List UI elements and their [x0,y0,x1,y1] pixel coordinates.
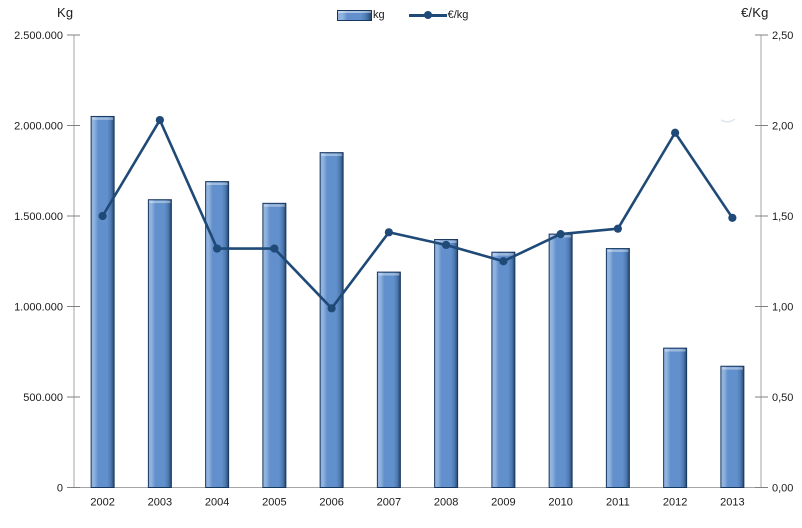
bar-top-bevel-2009 [492,253,514,256]
bar-2013 [720,365,745,489]
line-marker-2007 [384,228,393,237]
x-axis-label-2007: 2007 [377,497,401,509]
right-axis-tick-label: 2,50 [772,30,793,42]
bar-top-bevel-2012 [664,349,686,352]
line-marker-2006 [327,304,336,313]
bar-2003 [147,199,172,489]
bar-top-bevel-2003 [149,200,171,204]
legend-item-kg: kg [337,9,385,21]
x-axis-label-2002: 2002 [90,497,114,509]
bar-top-bevel-2006 [321,153,343,157]
x-axis-label-2009: 2009 [491,497,515,509]
faint-artifact-mark [720,118,736,123]
x-axis-label-2006: 2006 [319,497,343,509]
bar-2006 [319,152,344,488]
right-axis-tick-label: 2,00 [772,121,793,133]
bar-2009 [491,251,516,488]
left-axis-title: Kg [57,5,74,20]
bar-2004 [205,181,230,489]
bar-top-bevel-2013 [721,367,743,370]
legend-label-kg: kg [373,9,385,21]
left-axis-tick-label: 500.000 [23,392,63,404]
bar-2010 [548,233,573,488]
right-axis-tick-label: 0,00 [772,483,793,495]
line-marker-2011 [613,224,622,233]
legend-label-eur-per-kg: €/kg [447,9,469,21]
left-axis-tick-label: 1.500.000 [14,211,63,223]
price-line [101,118,734,310]
line-marker-2005 [270,244,279,253]
right-axis-title: €/Kg [741,5,769,20]
bar-top-bevel-2004 [206,182,228,186]
left-axis-tick-label: 1.000.000 [14,302,63,314]
line-marker-2010 [556,230,565,239]
line-marker-2008 [442,240,451,250]
right-axis-tick-label: 0,50 [772,392,793,404]
x-axis-label-2011: 2011 [606,497,630,509]
left-axis-tick-label: 2.500.000 [14,30,63,42]
line-marker-2004 [213,244,222,253]
x-axis-label-2008: 2008 [434,497,458,509]
bar-2002 [90,115,115,488]
chart-legend: kg €/kg [337,9,468,21]
legend-item-eur-per-kg: €/kg [408,9,469,21]
bar-top-bevel-2011 [607,249,629,252]
x-axis-label-2013: 2013 [720,497,744,509]
line-marker-icon [423,11,432,19]
bar-2005 [262,202,287,489]
left-axis-tick-label: 0 [57,483,63,495]
right-axis-tick-label: 1,00 [772,302,793,314]
line-marker-2002 [98,211,107,221]
line-series-swatch-icon [408,11,447,19]
left-axis-tick-label: 2.000.000 [14,121,63,133]
bar-top-bevel-2005 [263,204,285,207]
x-axis-label-2012: 2012 [663,497,687,509]
bar-2011 [605,248,630,488]
x-axis-label-2003: 2003 [148,497,172,509]
line-marker-2009 [499,257,508,266]
bar-2007 [376,271,401,488]
x-axis-label-2004: 2004 [205,497,229,509]
line-marker-2003 [155,115,164,125]
bar-2008 [434,239,459,488]
right-axis-tick-label: 1,50 [772,211,793,223]
bar-top-bevel-2007 [378,273,400,276]
bar-series-swatch-icon [337,9,372,21]
bar-2012 [663,347,688,488]
line-marker-2012 [671,128,680,137]
line-marker-2013 [728,213,737,222]
bar-top-bevel-2002 [92,117,114,120]
x-axis-label-2005: 2005 [262,497,286,509]
x-axis-label-2010: 2010 [548,497,572,509]
